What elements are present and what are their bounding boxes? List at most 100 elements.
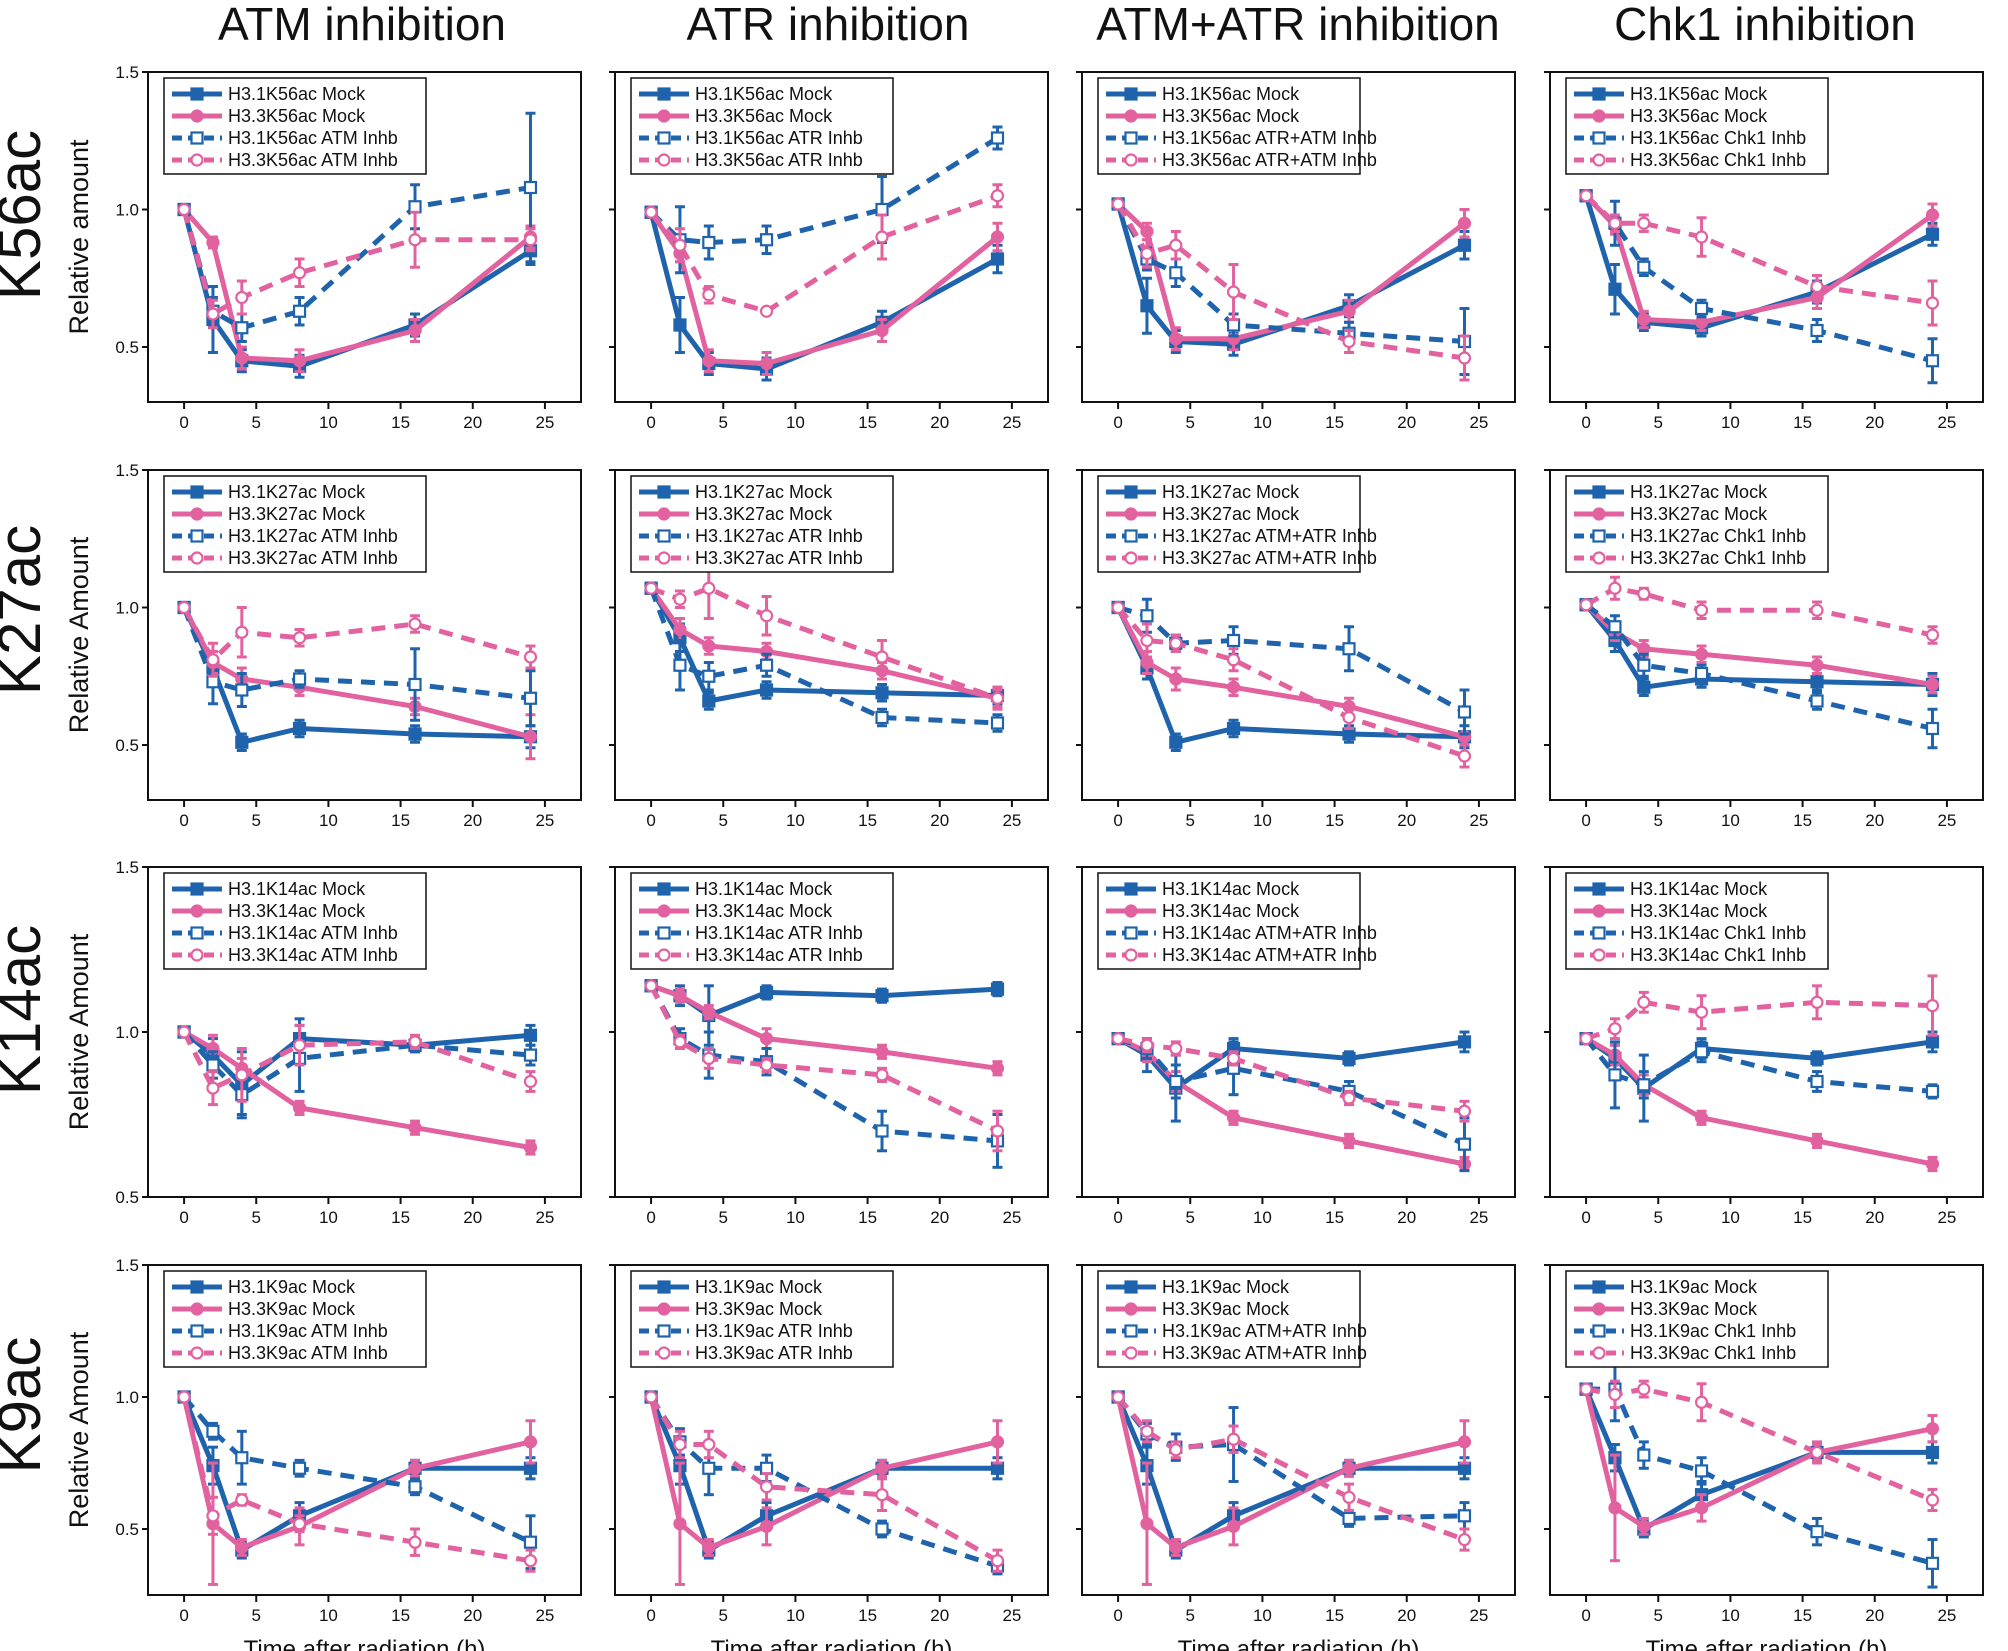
legend-label: H3.3K56ac Mock — [695, 106, 833, 126]
data-point — [1226, 1432, 1241, 1446]
legend-marker — [657, 1346, 671, 1360]
data-point — [292, 1517, 307, 1531]
legend-marker — [190, 529, 204, 543]
legend-label: H3.1K27ac Mock — [1630, 482, 1768, 502]
x-tick-label: 10 — [786, 811, 805, 830]
column-title-atr: ATR inhibition — [687, 0, 970, 50]
data-point — [408, 323, 422, 338]
legend-marker — [1124, 1280, 1138, 1294]
series-2 — [1579, 1031, 1940, 1110]
data-point — [702, 1437, 716, 1452]
x-tick-label: 0 — [179, 1208, 188, 1227]
data-point — [875, 1124, 889, 1138]
legend-label: H3.3K56ac Mock — [228, 106, 366, 126]
data-point — [1810, 279, 1824, 294]
legend-marker — [1124, 1346, 1138, 1360]
series-line — [648, 984, 999, 1134]
x-tick-label: 25 — [1937, 1606, 1956, 1625]
x-tick-label: 10 — [1721, 1208, 1740, 1227]
x-tick-label: 0 — [179, 811, 188, 830]
legend-marker — [657, 1324, 671, 1338]
series-line — [648, 587, 998, 726]
data-point — [523, 1535, 538, 1549]
legend-marker — [1124, 551, 1138, 565]
legend-label: H3.3K27ac ATM Inhb — [228, 548, 398, 568]
plot-frame — [614, 71, 1049, 403]
data-point — [1342, 1051, 1356, 1066]
data-point — [1608, 1387, 1622, 1401]
legend-label: H3.3K56ac Mock — [1162, 106, 1300, 126]
data-point — [1694, 1111, 1709, 1125]
x-tick-label: 25 — [1002, 1208, 1021, 1227]
legend-marker — [1592, 1280, 1606, 1294]
data-point — [759, 1031, 774, 1046]
series-2 — [177, 600, 538, 728]
legend-label: H3.3K9ac ATR Inhb — [695, 1343, 853, 1363]
data-point — [292, 266, 307, 280]
data-point — [177, 1025, 191, 1039]
data-point — [673, 592, 687, 606]
legend-marker — [190, 926, 204, 940]
data-point — [1169, 735, 1183, 749]
data-point — [759, 356, 774, 371]
x-tick-label: 25 — [1469, 1606, 1488, 1625]
data-point — [1226, 653, 1241, 667]
series-line — [181, 1396, 532, 1550]
data-point — [875, 1522, 889, 1536]
data-point — [408, 677, 422, 692]
data-point — [408, 617, 422, 631]
x-tick-label: 15 — [391, 1606, 410, 1625]
legend-label: H3.1K27ac ATM+ATR Inhb — [1162, 526, 1377, 546]
data-point — [990, 189, 1005, 203]
data-point — [875, 1461, 889, 1475]
legend-marker — [1124, 1324, 1138, 1338]
data-point — [1342, 642, 1356, 656]
data-point — [990, 716, 1005, 730]
series-line — [1115, 606, 1466, 740]
data-point — [408, 727, 422, 741]
data-point — [235, 1451, 249, 1465]
data-point — [990, 131, 1005, 145]
series-3 — [1579, 189, 1940, 327]
data-point — [1457, 1035, 1472, 1049]
series-0 — [1579, 598, 1940, 697]
data-point — [1169, 1074, 1183, 1089]
data-point — [1925, 208, 1940, 222]
y-tick-label: 0.5 — [115, 1520, 139, 1539]
series-3 — [1579, 575, 1940, 645]
series-line — [181, 185, 531, 331]
data-point — [990, 1124, 1005, 1138]
legend-marker — [190, 153, 204, 167]
y-axis-label: Relative Amount — [64, 1331, 94, 1528]
x-tick-label: 5 — [719, 413, 728, 432]
x-tick-label: 5 — [252, 811, 261, 830]
data-point — [1579, 189, 1593, 203]
series-1 — [644, 979, 1005, 1077]
data-point — [523, 650, 538, 664]
data-point — [1342, 1490, 1356, 1504]
series-3 — [177, 1390, 538, 1573]
legend-marker — [1124, 153, 1138, 167]
series-line — [649, 586, 999, 701]
x-tick-label: 20 — [930, 413, 949, 432]
data-point — [1925, 1493, 1940, 1507]
data-point — [1810, 1445, 1824, 1460]
data-point — [1457, 749, 1472, 763]
x-tick-label: 10 — [1721, 1606, 1740, 1625]
data-point — [875, 1488, 889, 1502]
data-point — [759, 683, 774, 697]
legend-marker — [1124, 948, 1138, 962]
legend-label: H3.3K27ac Mock — [695, 504, 833, 524]
series-0 — [177, 202, 538, 379]
data-point — [1111, 1390, 1125, 1404]
legend-marker — [1592, 109, 1606, 123]
data-point — [1457, 1532, 1472, 1547]
data-point — [673, 238, 687, 252]
x-tick-label: 5 — [1654, 1208, 1663, 1227]
data-point — [206, 235, 220, 250]
